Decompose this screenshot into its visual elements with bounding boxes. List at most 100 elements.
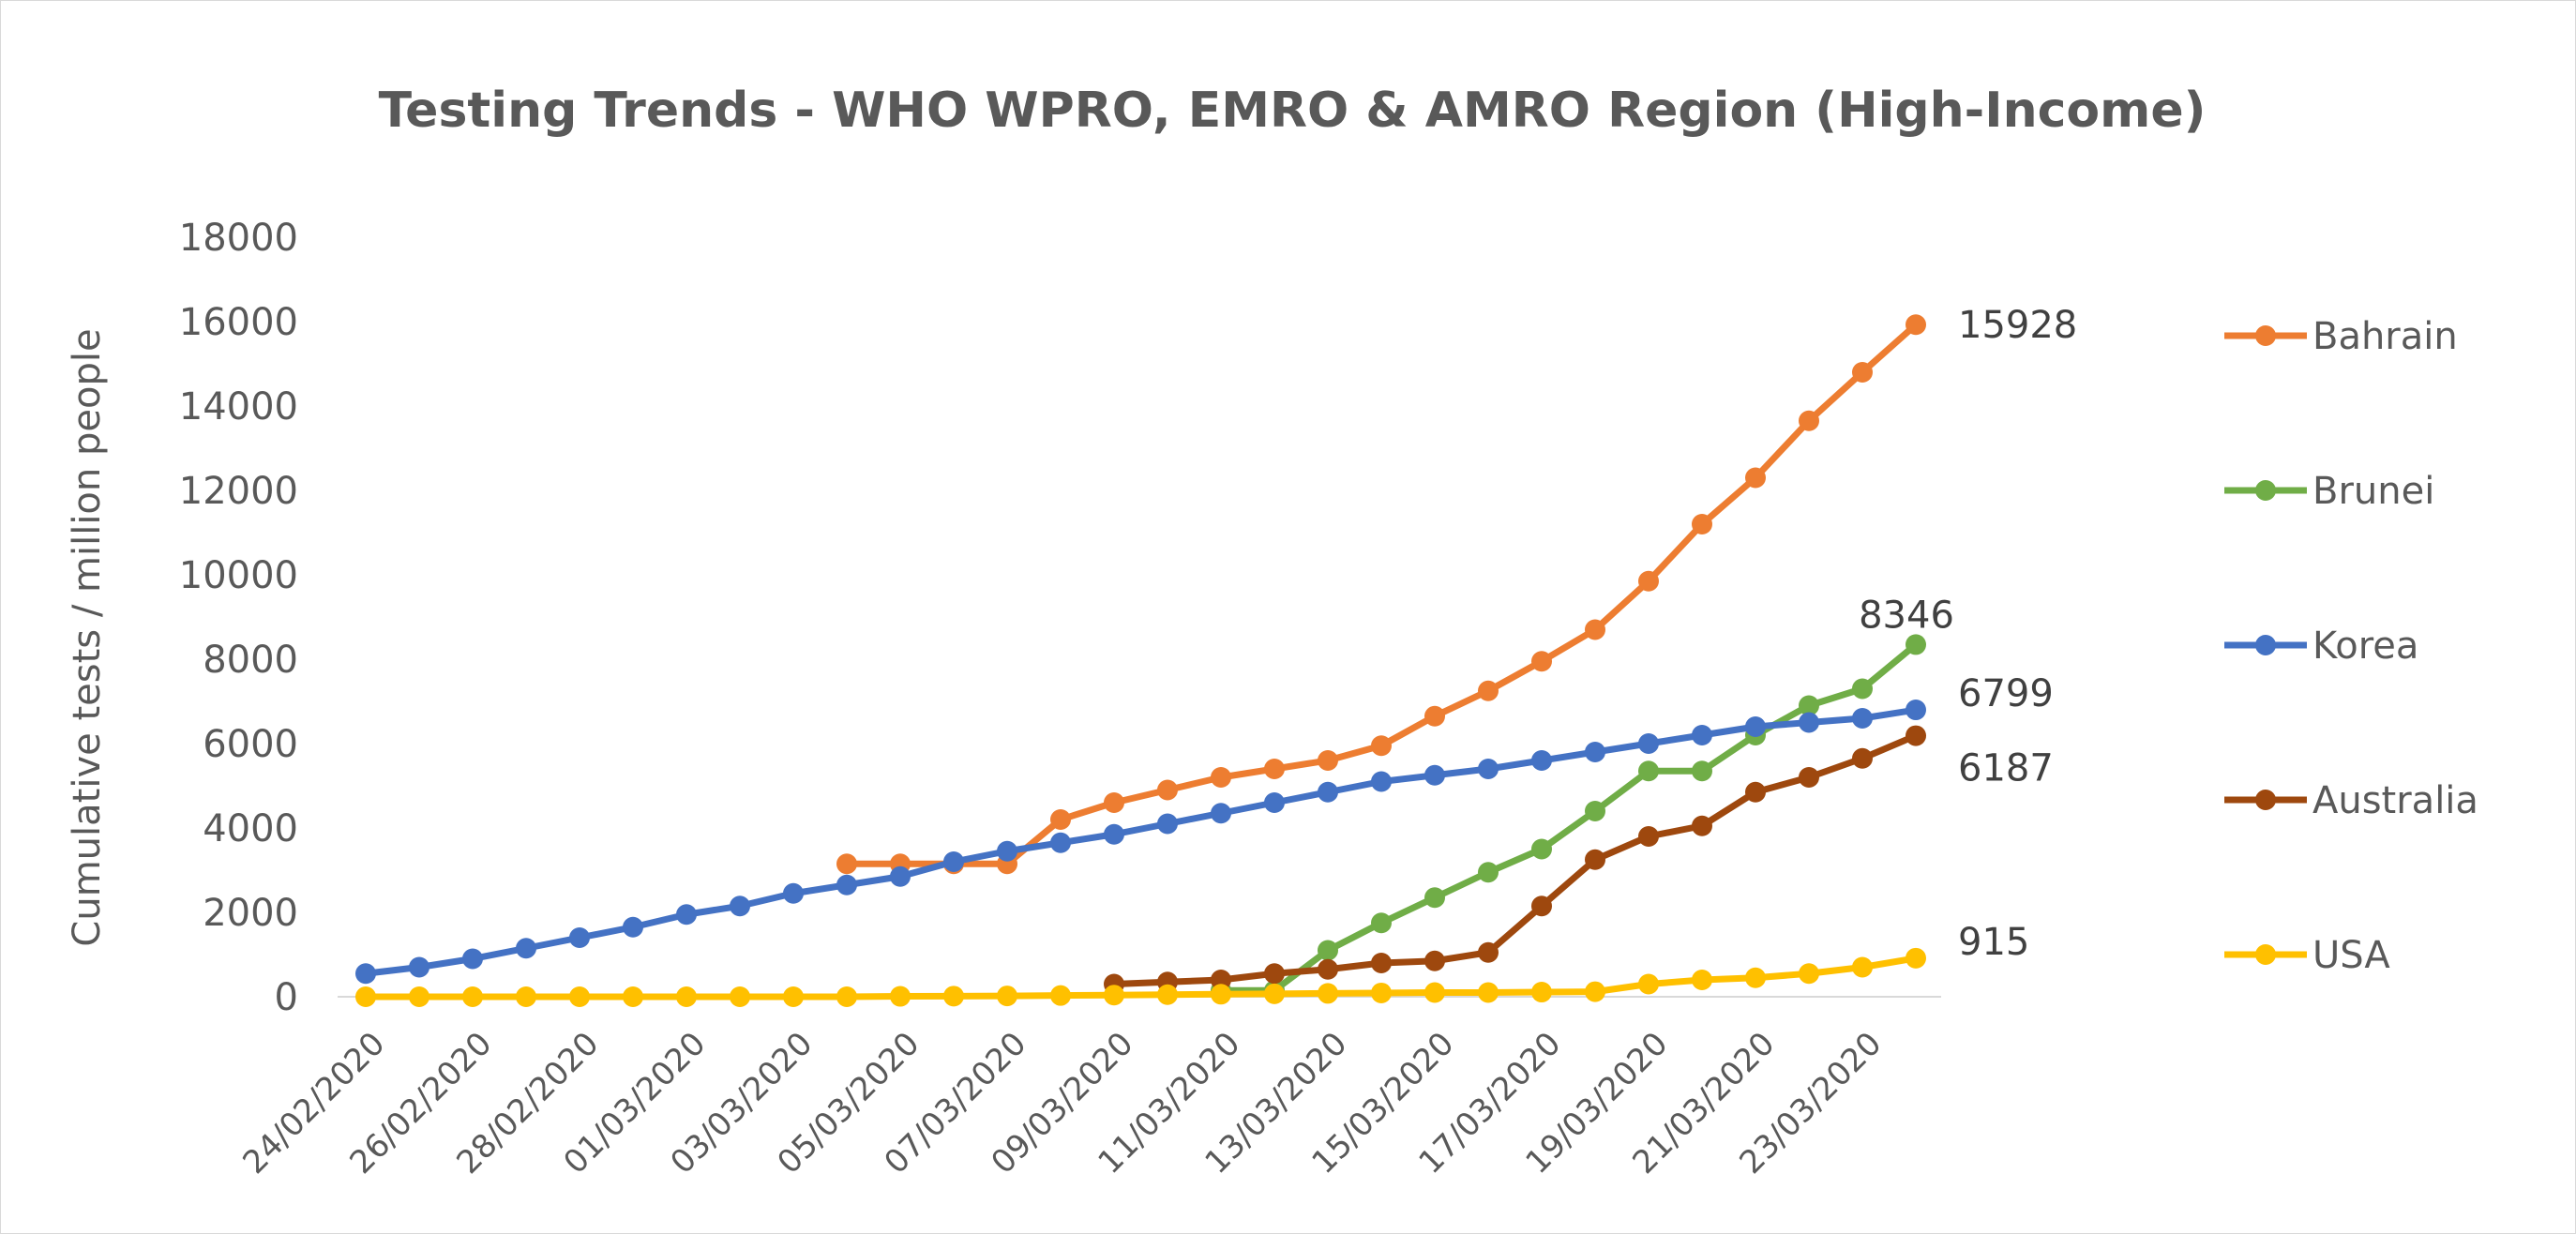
data-point bbox=[1745, 967, 1766, 988]
data-point bbox=[1371, 912, 1392, 934]
data-point bbox=[730, 895, 750, 917]
series-usa bbox=[355, 947, 1926, 1007]
data-point bbox=[1478, 862, 1499, 883]
legend-label: Brunei bbox=[2312, 470, 2434, 513]
data-label-australia: 6187 bbox=[1958, 747, 2054, 790]
data-point bbox=[462, 986, 483, 1007]
data-point bbox=[1852, 708, 1873, 729]
data-point bbox=[1585, 849, 1605, 870]
data-point bbox=[1531, 895, 1552, 917]
data-point bbox=[1906, 725, 1926, 746]
data-point bbox=[1906, 700, 1926, 721]
legend-item-australia: Australia bbox=[2224, 779, 2478, 822]
y-tick-label: 2000 bbox=[203, 892, 298, 935]
y-axis-ticks: 0 2000 4000 6000 8000 10000 12000 14000 16000 180… bbox=[179, 217, 298, 1019]
data-point bbox=[1531, 838, 1552, 860]
data-point bbox=[1424, 950, 1445, 971]
data-point bbox=[1211, 970, 1231, 990]
data-point bbox=[409, 956, 429, 978]
data-point bbox=[623, 916, 643, 938]
data-point bbox=[1799, 695, 1819, 716]
data-point bbox=[1478, 680, 1499, 701]
data-point bbox=[1799, 410, 1819, 431]
legend-label: Australia bbox=[2312, 779, 2478, 822]
data-point bbox=[1371, 771, 1392, 792]
data-point bbox=[783, 882, 804, 904]
data-point bbox=[1318, 750, 1338, 771]
data-point bbox=[1692, 970, 1712, 990]
data-point bbox=[1050, 985, 1071, 1006]
data-point bbox=[1157, 779, 1178, 801]
data-point bbox=[1852, 678, 1873, 700]
chart-title: Testing Trends - WHO WPRO, EMRO & AMRO R… bbox=[379, 83, 2207, 139]
data-point bbox=[1692, 815, 1712, 836]
data-point bbox=[1424, 887, 1445, 909]
legend-item-usa: USA bbox=[2224, 934, 2390, 977]
data-point bbox=[1211, 984, 1231, 1005]
y-tick-label: 6000 bbox=[203, 723, 298, 766]
data-point bbox=[1585, 742, 1605, 762]
data-point bbox=[943, 851, 964, 872]
data-label-korea: 6799 bbox=[1958, 672, 2054, 715]
data-point bbox=[569, 927, 590, 948]
legend-label: Bahrain bbox=[2312, 315, 2458, 358]
data-point bbox=[1852, 747, 1873, 769]
data-point bbox=[1424, 982, 1445, 1003]
data-point bbox=[730, 986, 750, 1007]
data-point bbox=[1906, 314, 1926, 336]
data-point bbox=[1478, 982, 1499, 1003]
data-point bbox=[836, 874, 857, 895]
legend-swatch-marker bbox=[2255, 635, 2276, 655]
data-point bbox=[1424, 705, 1445, 727]
data-point bbox=[943, 986, 964, 1007]
data-point bbox=[1371, 953, 1392, 973]
data-point bbox=[1692, 514, 1712, 534]
data-point bbox=[1424, 764, 1445, 786]
data-point bbox=[1157, 984, 1178, 1005]
y-tick-label: 10000 bbox=[179, 554, 298, 597]
data-point bbox=[1585, 981, 1605, 1002]
series-line bbox=[1110, 732, 1920, 987]
data-point bbox=[1585, 801, 1605, 821]
data-point bbox=[355, 963, 376, 985]
data-point bbox=[516, 986, 536, 1007]
data-label-usa: 915 bbox=[1958, 921, 2029, 964]
legend-label: Korea bbox=[2312, 625, 2418, 668]
data-point bbox=[1104, 792, 1124, 813]
data-point bbox=[1531, 982, 1552, 1003]
data-point bbox=[1211, 803, 1231, 824]
data-point bbox=[1531, 750, 1552, 771]
data-point bbox=[1104, 985, 1124, 1006]
data-point bbox=[1371, 982, 1392, 1003]
data-point bbox=[1050, 832, 1071, 853]
data-point bbox=[997, 986, 1017, 1007]
legend-label: USA bbox=[2312, 934, 2390, 977]
data-point bbox=[1264, 983, 1285, 1004]
data-point bbox=[783, 986, 804, 1007]
y-tick-label: 0 bbox=[275, 976, 298, 1019]
data-point bbox=[1638, 973, 1659, 995]
data-point bbox=[516, 938, 536, 959]
series-layer bbox=[355, 314, 1926, 1007]
y-tick-label: 8000 bbox=[203, 639, 298, 682]
data-point bbox=[1478, 941, 1499, 963]
data-point bbox=[676, 986, 697, 1007]
data-point bbox=[836, 986, 857, 1007]
data-point bbox=[355, 986, 376, 1007]
legend-item-bahrain: Bahrain bbox=[2224, 315, 2458, 358]
data-point bbox=[1799, 712, 1819, 733]
legend-swatch-marker bbox=[2255, 480, 2276, 501]
data-point bbox=[1638, 733, 1659, 754]
legend-swatch-marker bbox=[2255, 325, 2276, 346]
legend-item-korea: Korea bbox=[2224, 625, 2418, 668]
data-point bbox=[1906, 634, 1926, 655]
data-point bbox=[1104, 823, 1124, 845]
data-point bbox=[997, 840, 1017, 862]
data-point bbox=[462, 948, 483, 970]
data-point bbox=[1692, 725, 1712, 745]
data-point bbox=[1638, 760, 1659, 782]
data-point bbox=[890, 865, 911, 887]
y-tick-label: 16000 bbox=[179, 301, 298, 344]
